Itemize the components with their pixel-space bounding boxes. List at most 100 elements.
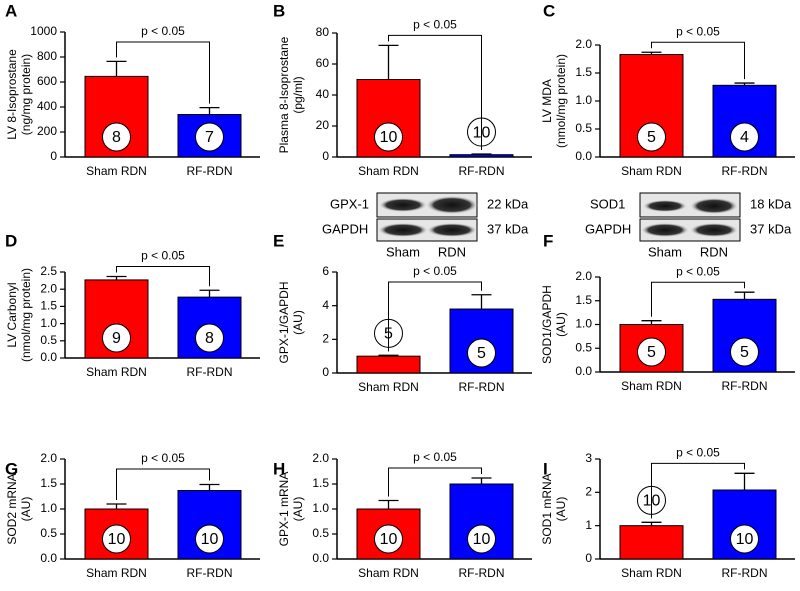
bar	[356, 355, 421, 374]
y-tick-label: 800	[37, 49, 57, 63]
x-tick-label: Sham RDN	[621, 164, 682, 178]
n-label: 5	[740, 344, 749, 361]
y-tick-label: 1.0	[575, 93, 592, 107]
n-circle	[730, 524, 759, 554]
n-circle	[637, 337, 666, 367]
n-label: 8	[112, 129, 121, 146]
y-tick-label: 1.5	[40, 299, 57, 313]
y-tick-label: 2.0	[575, 269, 592, 283]
y-tick-label: 400	[37, 99, 57, 113]
panel-letter: C	[543, 1, 555, 20]
y-tick-label: 0.5	[575, 121, 592, 135]
band-size: 37 kDa	[750, 221, 792, 236]
n-label: 10	[473, 531, 491, 548]
n-label: 5	[647, 129, 656, 146]
y-axis-label: (AU)	[291, 310, 305, 335]
n-circle	[467, 524, 496, 554]
panel-letter: G	[5, 459, 18, 478]
y-axis-label: (AU)	[554, 497, 568, 522]
y-tick-label: 40	[316, 87, 330, 101]
band-name: GPX-1	[330, 196, 369, 211]
y-tick-label: 1	[585, 518, 592, 532]
y-tick-label: 1.0	[312, 501, 329, 515]
y-tick-label: 1.0	[40, 501, 57, 515]
panel-letter: I	[543, 459, 548, 478]
band-name: GAPDH	[322, 221, 368, 236]
p-value: p < 0.05	[676, 446, 720, 460]
band	[378, 223, 428, 237]
y-tick-label: 1.5	[575, 293, 592, 307]
lane-label: RDN	[438, 244, 466, 259]
n-circle	[637, 122, 666, 152]
y-tick-label: 0.0	[575, 364, 592, 378]
y-tick-label: 0.0	[40, 551, 57, 565]
blot-gpx1: GPX-1 GAPDH 22 kDa 37 kDa Sham RDN	[322, 192, 529, 259]
n-circle	[374, 122, 403, 152]
y-tick-label: 1.5	[40, 476, 57, 490]
n-circle	[730, 122, 759, 152]
n-label: 10	[736, 531, 754, 548]
n-circle	[730, 337, 759, 367]
y-tick-label: 0	[585, 551, 592, 565]
y-tick-label: 80	[316, 25, 330, 39]
x-tick-label: Sham RDN	[86, 164, 147, 178]
significance-bracket	[116, 41, 210, 104]
panel-letter: D	[5, 231, 17, 250]
lane-label: Sham	[386, 244, 420, 259]
significance-bracket	[388, 467, 482, 497]
y-tick-label: 20	[316, 118, 330, 132]
p-value: p < 0.05	[141, 249, 185, 263]
significance-bracket	[116, 468, 210, 500]
n-label: 7	[205, 129, 214, 146]
blot-sod1: SOD1 GAPDH 18 kDa 37 kDa Sham RDN	[585, 192, 792, 259]
n-circle	[195, 323, 224, 353]
y-axis-label: LV 8-Isoprostane	[5, 49, 19, 140]
y-tick-label: 6	[322, 264, 329, 278]
p-value: p < 0.05	[413, 264, 457, 278]
y-axis-label: SOD2 mRNA	[5, 473, 19, 544]
band-name: SOD1	[590, 196, 625, 211]
y-tick-label: 60	[316, 56, 330, 70]
p-value: p < 0.05	[413, 18, 457, 32]
y-axis-label: (nmol/mg protein)	[19, 268, 33, 362]
y-tick-label: 0.0	[575, 149, 592, 163]
n-label: 9	[112, 330, 121, 347]
y-tick-label: 0	[322, 365, 329, 379]
x-tick-label: Sham RDN	[358, 380, 419, 394]
band	[690, 198, 738, 214]
x-tick-label: Sham RDN	[86, 566, 147, 580]
y-tick-label: 2.0	[40, 281, 57, 295]
significance-bracket	[388, 34, 482, 151]
bar	[449, 483, 514, 560]
bar	[619, 525, 684, 560]
y-axis-label: (ng/mg protein)	[19, 54, 33, 135]
y-axis-label: SOD1/GAPDH	[540, 285, 554, 364]
y-axis-label: Plasma 8-Isoprostane	[277, 36, 291, 153]
y-tick-label: 1.5	[312, 476, 329, 490]
y-axis-label: (AU)	[554, 312, 568, 337]
panel-letter: E	[273, 231, 284, 250]
panel-letter: H	[273, 459, 285, 478]
y-axis-label: (pg/ml)	[291, 76, 305, 113]
x-tick-label: RF-RDN	[722, 379, 768, 393]
p-value: p < 0.05	[141, 451, 185, 465]
significance-bracket	[651, 462, 745, 519]
band	[690, 223, 738, 237]
p-value: p < 0.05	[676, 264, 720, 278]
n-label: 5	[647, 344, 656, 361]
significance-bracket	[651, 41, 745, 80]
y-tick-label: 2	[322, 332, 329, 346]
band-name: GAPDH	[585, 221, 631, 236]
panel-letter: A	[5, 1, 17, 20]
y-tick-label: 4	[322, 298, 329, 312]
y-tick-label: 0.5	[312, 526, 329, 540]
y-tick-label: 1.0	[40, 316, 57, 330]
y-tick-label: 200	[37, 124, 57, 138]
x-tick-label: RF-RDN	[459, 380, 505, 394]
y-tick-label: 0.5	[40, 526, 57, 540]
n-circle	[374, 524, 403, 554]
n-circle	[102, 323, 131, 353]
significance-bracket	[116, 265, 210, 287]
